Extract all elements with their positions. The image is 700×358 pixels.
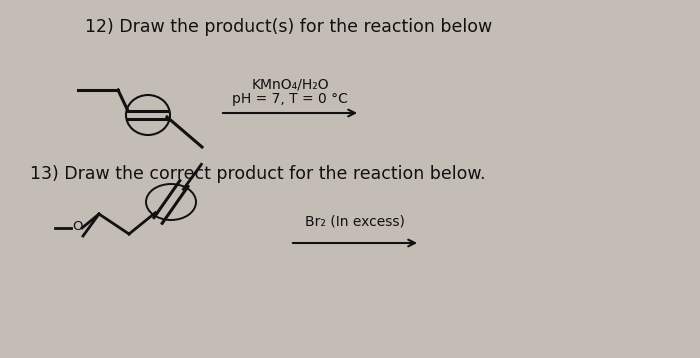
Text: KMnO₄/H₂O: KMnO₄/H₂O xyxy=(251,77,329,91)
Text: O: O xyxy=(72,219,83,232)
Text: 12) Draw the product(s) for the reaction below: 12) Draw the product(s) for the reaction… xyxy=(85,18,492,36)
Text: Br₂ (In excess): Br₂ (In excess) xyxy=(305,214,405,228)
Text: pH = 7, T = 0 °C: pH = 7, T = 0 °C xyxy=(232,92,348,106)
Text: 13) Draw the correct product for the reaction below.: 13) Draw the correct product for the rea… xyxy=(30,165,486,183)
